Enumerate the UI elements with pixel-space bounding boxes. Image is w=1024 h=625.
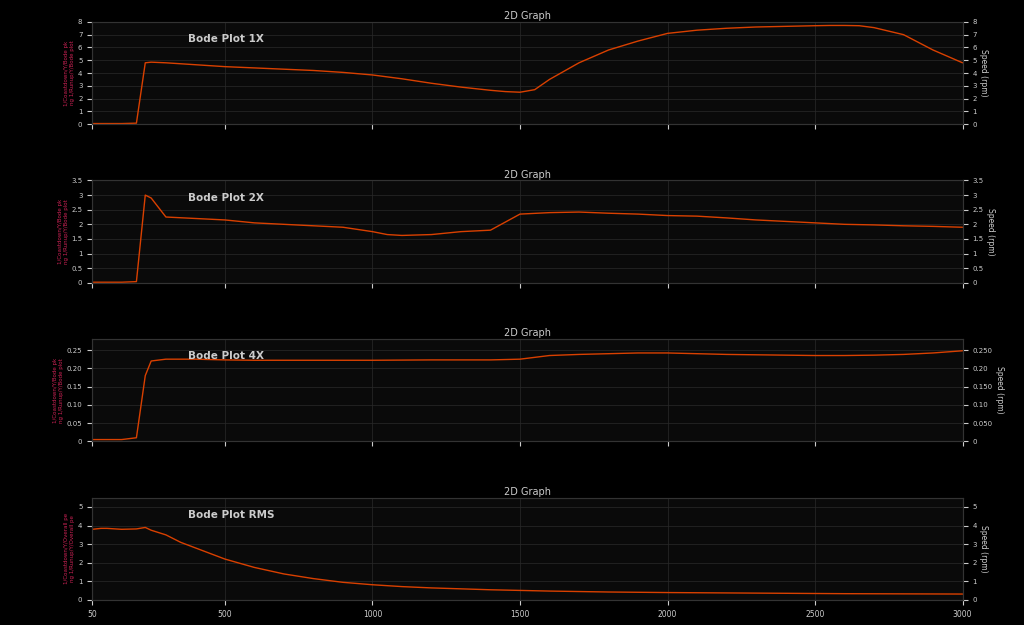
Text: Bode Plot 1X: Bode Plot 1X	[188, 34, 264, 44]
Y-axis label: 1/Coastdown/Y/Bode pk
ng 1/Runup/Y/Bode plot: 1/Coastdown/Y/Bode pk ng 1/Runup/Y/Bode …	[57, 199, 69, 264]
Y-axis label: 1/Coastdown/Y/Overall pe
ng 1/Runup/Y/Overall pe: 1/Coastdown/Y/Overall pe ng 1/Runup/Y/Ov…	[65, 513, 75, 584]
Title: 2D Graph: 2D Graph	[504, 11, 551, 21]
Title: 2D Graph: 2D Graph	[504, 487, 551, 497]
Text: Bode Plot 2X: Bode Plot 2X	[188, 192, 264, 202]
Y-axis label: Speed (rpm): Speed (rpm)	[979, 49, 988, 97]
Y-axis label: Speed (rpm): Speed (rpm)	[985, 208, 994, 256]
Text: Bode Plot 4X: Bode Plot 4X	[188, 351, 264, 361]
Y-axis label: 1/Coastdown/Y/Bode pk
ng 1/Runup/Y/Bode plot: 1/Coastdown/Y/Bode pk ng 1/Runup/Y/Bode …	[65, 41, 75, 106]
Y-axis label: Speed (rpm): Speed (rpm)	[979, 525, 988, 572]
Text: Bode Plot RMS: Bode Plot RMS	[188, 510, 274, 520]
Y-axis label: Speed (rpm): Speed (rpm)	[994, 366, 1004, 414]
Y-axis label: 1/Coastdown/Y/Bode pk
ng 1/Runup/Y/Bode plot: 1/Coastdown/Y/Bode pk ng 1/Runup/Y/Bode …	[53, 357, 63, 423]
Title: 2D Graph: 2D Graph	[504, 328, 551, 338]
Title: 2D Graph: 2D Graph	[504, 170, 551, 180]
